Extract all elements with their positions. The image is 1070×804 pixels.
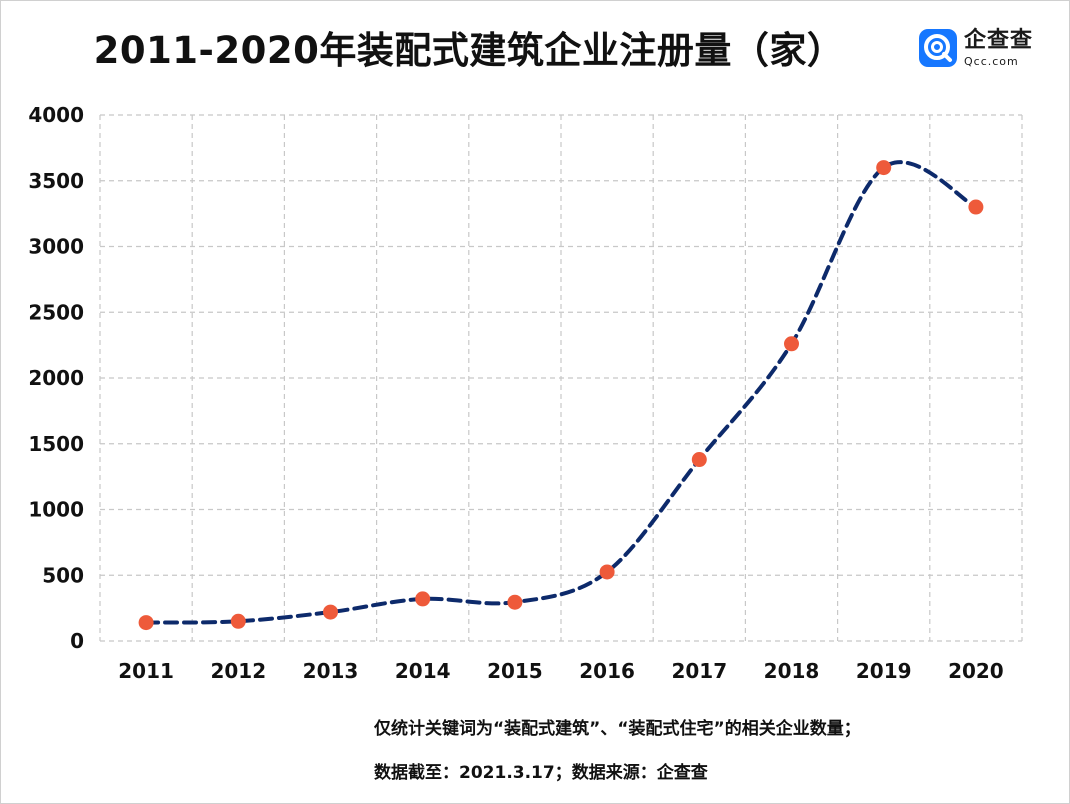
data-point-2020 <box>968 199 984 215</box>
x-tick-label: 2014 <box>395 659 451 683</box>
x-tick-label: 2017 <box>671 659 727 683</box>
logo-name: 企查查 <box>964 27 1034 53</box>
marker-layer <box>138 160 984 631</box>
data-point-2011 <box>138 615 154 631</box>
x-tick-label: 2019 <box>856 659 912 683</box>
qcc-logo: 企查查 Qcc.com <box>918 26 1033 70</box>
x-tick-label: 2018 <box>764 659 820 683</box>
data-point-2018 <box>784 336 799 352</box>
y-tick-label: 1000 <box>28 498 84 522</box>
series-line <box>144 160 978 625</box>
y-tick-label: 1500 <box>28 432 84 456</box>
data-point-2017 <box>691 452 707 468</box>
x-tick-label: 2013 <box>303 659 359 683</box>
data-point-2015 <box>507 594 523 610</box>
y-tick-label: 500 <box>42 563 84 587</box>
line-layer <box>144 160 978 625</box>
y-tick-label: 0 <box>70 629 84 653</box>
data-point-2013 <box>323 604 338 620</box>
qcc-logo-icon <box>919 29 957 67</box>
x-tick-label: 2016 <box>579 659 635 683</box>
y-tick-label: 3000 <box>28 235 84 259</box>
chart-title-row: 2011-2020年装配式建筑企业注册量（家） <box>0 20 1070 74</box>
y-tick-label: 2000 <box>28 366 84 390</box>
footnote-scope: 仅统计关键词为“装配式建筑”、“装配式住宅”的相关企业数量； <box>374 719 861 739</box>
footnote-source: 数据截至：2021.3.17；数据来源：企查查 <box>374 763 708 783</box>
x-tick-label: 2015 <box>487 659 543 683</box>
x-tick-label: 2011 <box>118 659 174 683</box>
grid-layer <box>99 114 1023 642</box>
y-tick-label: 3500 <box>28 169 84 193</box>
data-point-2019 <box>876 160 892 176</box>
line-chart: 0 500 1000 1500 2000 2500 3000 3500 4000 2011 2012… <box>28 103 1023 683</box>
x-tick-label: 2012 <box>210 659 266 683</box>
y-tick-label: 2500 <box>28 300 84 324</box>
x-tick-label: 2020 <box>948 659 1004 683</box>
chart-title: 2011-2020年装配式建筑企业注册量（家） <box>93 29 845 72</box>
logo-words: 企查查 Qcc.com <box>964 27 1034 68</box>
data-point-2014 <box>415 591 431 607</box>
axis-layer: 0 500 1000 1500 2000 2500 3000 3500 4000 2011 2012… <box>28 103 1003 683</box>
y-tick-label: 4000 <box>28 103 84 127</box>
logo-domain: Qcc.com <box>964 54 1019 68</box>
data-point-2012 <box>230 613 246 629</box>
data-point-2016 <box>599 564 615 580</box>
